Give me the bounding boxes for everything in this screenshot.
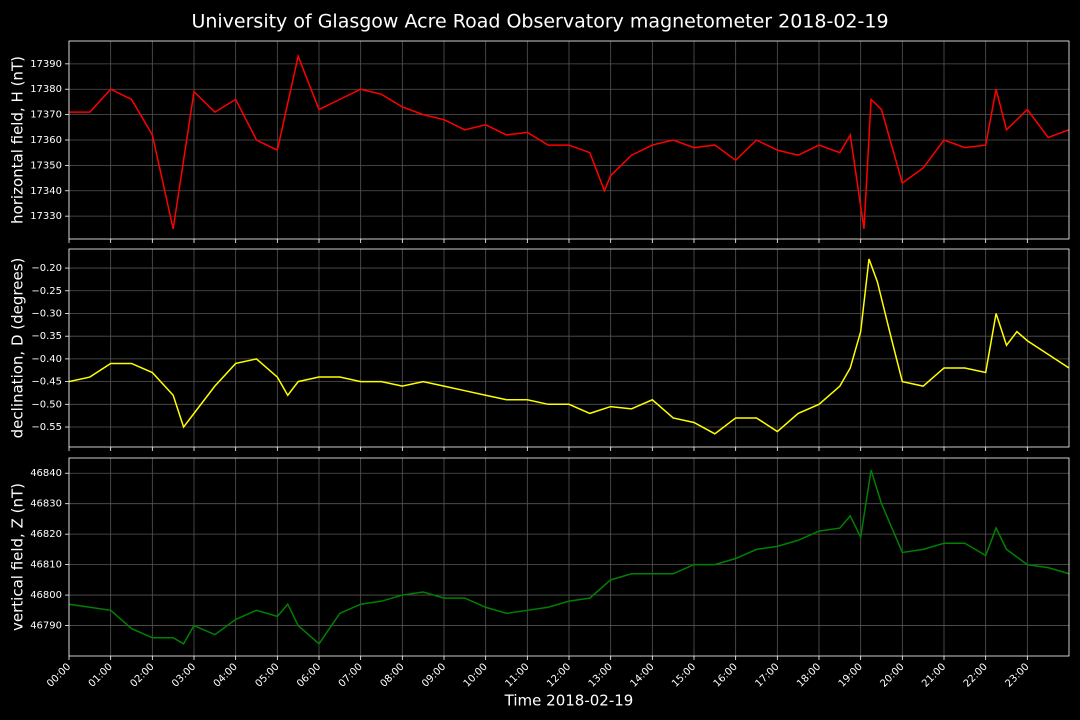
y-tick-label: 46810 [30, 560, 62, 571]
data-line [68, 469, 1070, 645]
plot-frame [68, 248, 1070, 448]
y-axis-label: vertical field, Z (nT) [9, 483, 27, 631]
y-tick-label: 17340 [30, 186, 62, 197]
y-tick-label: 17370 [30, 110, 62, 121]
y-tick-label: −0.50 [31, 399, 62, 410]
y-axis-label: horizontal field, H (nT) [9, 56, 27, 224]
y-tick-label: 17350 [30, 160, 62, 171]
y-tick-label: 17390 [30, 59, 62, 70]
plot-frame [68, 457, 1070, 657]
y-tick-label: 46790 [30, 621, 62, 632]
y-tick-label: 46820 [30, 529, 62, 540]
y-tick-label: 17360 [30, 135, 62, 146]
y-tick-label: 46840 [30, 468, 62, 479]
y-tick-label: −0.20 [31, 263, 62, 274]
plot-frame [68, 40, 1070, 240]
y-tick-label: 17380 [30, 84, 62, 95]
y-tick-label: −0.30 [31, 308, 62, 319]
y-tick-label: 46800 [30, 590, 62, 601]
y-tick-label: −0.40 [31, 354, 62, 365]
y-tick-label: −0.55 [31, 422, 62, 433]
y-tick-label: −0.25 [31, 286, 62, 297]
y-axis-label: declination, D (degrees) [9, 258, 27, 439]
data-line [69, 53, 1070, 230]
y-tick-label: 46830 [30, 499, 62, 510]
figure-title: University of Glasgow Acre Road Observat… [191, 11, 888, 33]
y-tick-label: −0.35 [31, 331, 62, 342]
data-line [68, 258, 1070, 435]
y-tick-label: −0.45 [31, 377, 62, 388]
x-axis-label: Time 2018-02-19 [504, 692, 634, 710]
y-tick-label: 17330 [30, 211, 62, 222]
